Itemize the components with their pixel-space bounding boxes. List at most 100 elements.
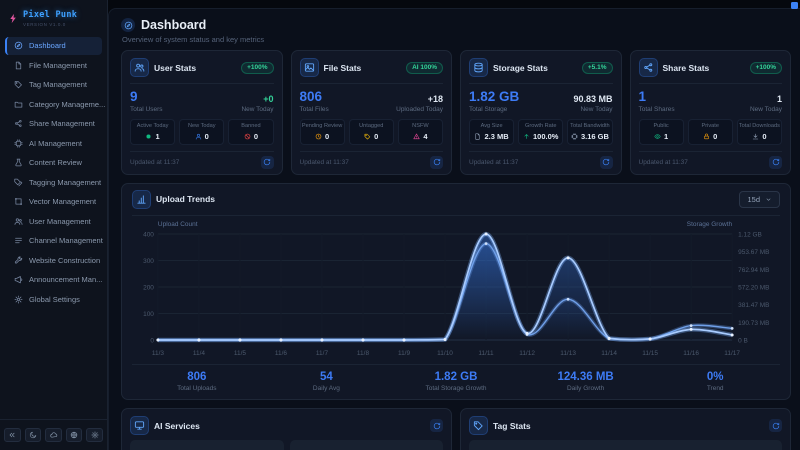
primary-label: Total Storage xyxy=(469,106,508,114)
collapse-icon[interactable] xyxy=(4,428,21,442)
mini-stat-label: Pending Review xyxy=(301,123,343,130)
sidebar-item-file-management[interactable]: File Management xyxy=(5,56,102,74)
mini-stat-active-today: Active Today 1 xyxy=(130,119,176,145)
card-title: User Stats xyxy=(154,62,197,73)
tag-stats-card: Tag Stats xyxy=(460,408,791,450)
primary-value: 1.82 GB xyxy=(469,89,520,104)
refresh-icon[interactable] xyxy=(769,419,782,433)
primary-stats: 806 Total Files +18 Uploaded Today xyxy=(299,89,444,114)
sidebar-item-tag-management[interactable]: Tag Management xyxy=(5,76,102,94)
svg-text:11/15: 11/15 xyxy=(642,350,658,357)
mini-stats: Pending Review 0 Untagged 0 NSFW 4 xyxy=(299,119,443,145)
file-icon xyxy=(14,61,23,70)
nav-label: Content Review xyxy=(29,158,82,167)
svg-text:300: 300 xyxy=(143,258,154,265)
refresh-icon[interactable] xyxy=(430,155,443,169)
mini-stat-label: Avg Size xyxy=(480,123,503,130)
svg-text:11/17: 11/17 xyxy=(724,350,740,357)
cloud-icon[interactable] xyxy=(45,428,62,442)
channel-icon xyxy=(14,236,23,245)
mini-stat-growth-rate: Growth Rate 100.0% xyxy=(518,119,564,145)
nav-label: Channel Management xyxy=(29,236,103,245)
dashboard-icon xyxy=(121,18,135,32)
mini-stat-label: Banned xyxy=(241,123,261,130)
card-footer: Updated at 11:37 xyxy=(130,150,274,169)
svg-text:11/11: 11/11 xyxy=(478,350,494,357)
range-value: 15d xyxy=(747,194,760,204)
page-header: Dashboard Overview of system status and … xyxy=(121,18,791,44)
nav-label: Dashboard xyxy=(29,41,66,50)
svg-text:762.94 MB: 762.94 MB xyxy=(738,266,769,273)
svg-text:572.20 MB: 572.20 MB xyxy=(738,284,769,291)
sidebar-item-content-review[interactable]: Content Review xyxy=(5,154,102,172)
trend-badge: AI 100% xyxy=(406,61,443,74)
summary-daily-avg: 54 Daily Avg xyxy=(262,371,392,393)
sidebar-item-vector-management[interactable]: Vector Management xyxy=(5,193,102,211)
mini-stats: Avg Size 2.3 MB Growth Rate 100.0% Total… xyxy=(469,119,613,145)
nav-label: Announcement Man... xyxy=(29,275,103,284)
ai-services-card: AI Services xyxy=(121,408,452,450)
nav-label: Vector Management xyxy=(29,197,97,206)
mini-stat-total-downloads: Total Downloads 0 xyxy=(736,119,782,145)
tag-icon xyxy=(364,133,371,140)
sidebar-item-category-manageme[interactable]: Category Manageme... xyxy=(5,95,105,113)
moon-icon[interactable] xyxy=(24,428,42,442)
mini-stat-label: New Today xyxy=(187,123,216,130)
refresh-icon[interactable] xyxy=(599,155,613,169)
refresh-icon[interactable] xyxy=(260,155,274,169)
mini-stat-value: 0 xyxy=(204,131,209,141)
updated-timestamp: Updated at 11:37 xyxy=(130,158,180,166)
sidebar-item-dashboard[interactable]: Dashboard xyxy=(5,36,102,55)
sidebar-item-global-settings[interactable]: Global Settings xyxy=(5,290,102,308)
mini-stat-untagged: Untagged 0 xyxy=(348,119,394,145)
brand[interactable]: Pixel Punk VERSION V1.0.0 xyxy=(0,7,107,35)
sidebar-item-channel-management[interactable]: Channel Management xyxy=(5,232,103,250)
sidebar-item-ai-management[interactable]: AI Management xyxy=(5,134,102,152)
summary-value: 0% xyxy=(706,370,724,383)
updated-timestamp: Updated at 11:37 xyxy=(638,158,688,166)
mini-stat-value: 0 xyxy=(762,131,767,141)
refresh-icon[interactable] xyxy=(430,419,443,433)
tag-icon xyxy=(14,80,23,89)
card-footer: Updated at 11:37 xyxy=(299,150,443,169)
bar-chart-icon xyxy=(132,189,151,209)
secondary-label: Uploaded Today xyxy=(396,106,443,114)
gear-icon[interactable] xyxy=(86,428,103,442)
clock-icon xyxy=(315,133,322,140)
nav-label: File Management xyxy=(29,60,87,70)
nav-label: Tagging Management xyxy=(29,177,102,187)
summary-total-uploads: 806 Total Uploads xyxy=(132,371,262,393)
globe-icon[interactable] xyxy=(65,428,83,442)
summary-label: Daily Growth xyxy=(566,385,605,393)
gear-icon xyxy=(14,295,23,304)
tag-icon xyxy=(469,416,488,436)
primary-value: 806 xyxy=(299,89,323,104)
trend-badge: +100% xyxy=(241,61,274,74)
sidebar-item-user-management[interactable]: User Management xyxy=(5,212,102,230)
mini-stat-value: 3.16 GB xyxy=(580,131,609,141)
mini-stat-label: Total Downloads xyxy=(738,123,780,130)
mini-stat-label: Growth Rate xyxy=(525,123,557,130)
dot-icon xyxy=(145,133,152,140)
range-select[interactable]: 15d xyxy=(739,190,780,208)
sidebar-item-share-management[interactable]: Share Management xyxy=(5,115,102,133)
chip-icon xyxy=(14,138,23,148)
eye-icon xyxy=(654,133,661,140)
brand-version: VERSION V1.0.0 xyxy=(23,21,66,27)
sidebar-item-website-construction[interactable]: Website Construction xyxy=(5,251,102,269)
summary-label: Total Uploads xyxy=(177,385,217,393)
secondary-value: +18 xyxy=(427,94,443,105)
mini-stat-avg-size: Avg Size 2.3 MB xyxy=(469,119,515,145)
refresh-icon[interactable] xyxy=(769,155,782,169)
mini-stat-value: 0 xyxy=(374,131,379,141)
trends-chart[interactable]: 0 100 200 300 400 0 B 190.73 MB 381.47 MB 572.20… xyxy=(132,218,780,364)
primary-value: 9 xyxy=(130,89,138,104)
dashboard-icon xyxy=(14,41,23,50)
primary-stats: 1.82 GB Total Storage 90.83 MB New Today xyxy=(469,89,613,114)
sidebar-item-tagging-management[interactable]: Tagging Management xyxy=(5,173,102,191)
card-footer: Updated at 11:37 xyxy=(469,150,613,169)
svg-text:11/10: 11/10 xyxy=(437,350,453,357)
trend-badge: +5.1% xyxy=(581,61,613,74)
sidebar-item-announcement-man[interactable]: Announcement Man... xyxy=(5,271,102,289)
corner-widget[interactable] xyxy=(791,2,798,9)
